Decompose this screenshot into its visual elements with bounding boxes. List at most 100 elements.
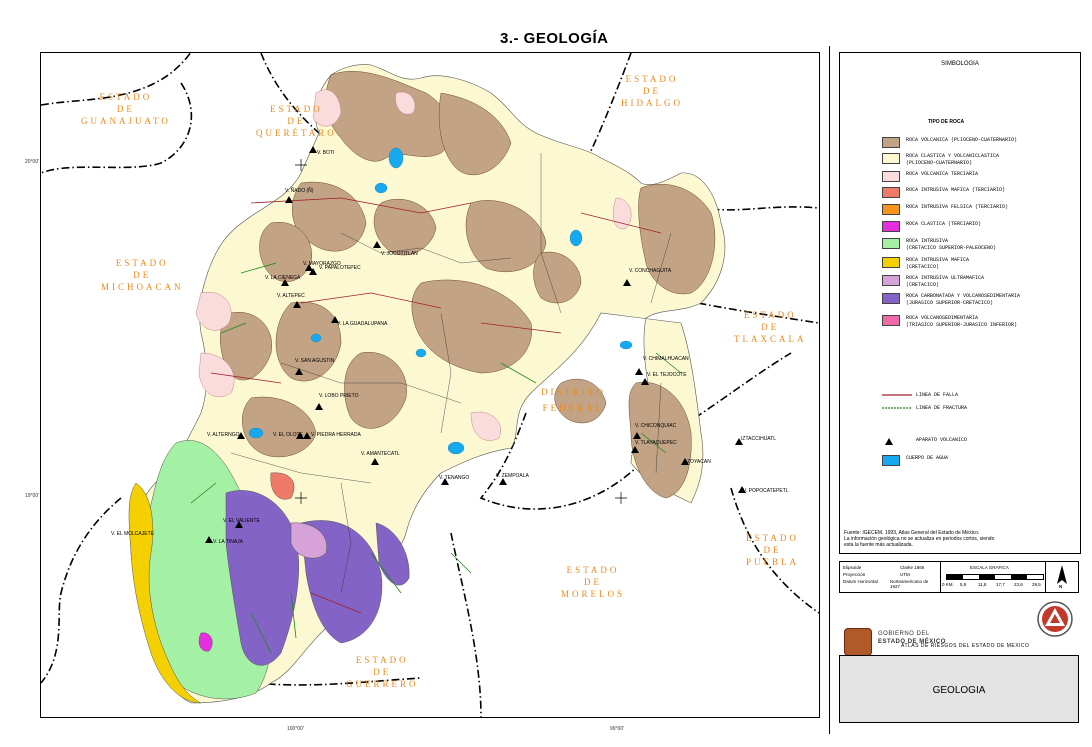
legend-rock-row: ROCA CLASTICA Y VOLCANICLASTICA (PLIOCEN…	[882, 153, 999, 167]
southern-intrusive-areas	[128, 440, 410, 704]
rock-swatch	[882, 137, 900, 148]
legend-label: ROCA INTRUSIVA (CRETACICO SUPERIOR-PALEO…	[906, 238, 997, 251]
volcano-label: V. POPOCATEPETL	[743, 488, 789, 494]
legend-rock-row: ROCA INTRUSIVA MAFICA (TERCIARIO)	[882, 187, 1005, 198]
volcano-label: V. ÑADO (Ñ)	[285, 188, 314, 194]
legend-label: ROCA INTRUSIVA MAFICA (TERCIARIO)	[906, 187, 1006, 193]
volcano-label: V. AMANTECATL	[361, 451, 400, 457]
state-label-puebla: ESTADO DE PUEBLA	[746, 533, 800, 567]
legend-label: ROCA VOLCANICA (PLIOCENO-CUATERNARIO)	[906, 137, 1018, 143]
volcano-triangle-icon	[885, 438, 893, 445]
volcano-markers	[205, 146, 746, 543]
volcano-label: V. ALTEPEC	[277, 293, 305, 299]
volcano-label: V. BOTI	[317, 150, 335, 156]
state-emblem-icon	[844, 628, 872, 656]
scale-tick-label: 11,8	[978, 582, 987, 587]
elipsoide-value: Clarke 1866	[900, 565, 925, 570]
coord-label: 100°00'	[287, 726, 304, 732]
datum-label: Datum Horizontal	[843, 579, 878, 584]
legend-rock-row: ROCA VOLCANICA TERCIARIA	[882, 171, 978, 182]
volcano-label: V. CHICONQUIAC	[635, 423, 677, 429]
state-label-distrito-federal: DISTRITO FEDERAL	[541, 387, 606, 413]
datum-value: Norteamericano de 1927	[890, 579, 929, 589]
legend-rock-row: ROCA INTRUSIVA FELSICA (TERCIARIO)	[882, 204, 1008, 215]
municipal-boundaries	[230, 153, 672, 594]
volcano-label: V. JOCOTITLAN	[381, 251, 418, 257]
rock-swatch	[882, 275, 900, 286]
scale-bar	[946, 574, 1044, 580]
legend-label: ROCA INTRUSIVA ULTRAMAFICA (CRETACICO)	[906, 275, 985, 288]
source-note: Fuente: IGECEM, 1993, Atlas General del …	[844, 530, 995, 548]
legend-label: LINEA DE FALLA	[916, 392, 959, 398]
water-bodies	[248, 147, 633, 455]
legend-water: CUERPO DE AGUA	[882, 455, 948, 466]
volcano-label: ZOYACAN	[687, 459, 711, 465]
volcano-label: V. LOBO PRIETO	[319, 393, 359, 399]
volcano-label: V. LA CIENEGA	[265, 275, 301, 281]
proyeccion-label: Proyección	[843, 572, 866, 577]
volcano-label: IZTACCIHUATL	[741, 436, 777, 442]
state-label-queretaro: ESTADO DE QUERÉTARO	[256, 104, 337, 138]
legend-subheading: TIPO DE ROCA	[928, 119, 965, 125]
atlas-caption: ATLAS DE RIESGOS DEL ESTADO DE MEXICO	[901, 643, 1030, 649]
legend-rock-row: ROCA INTRUSIVA ULTRAMAFICA (CRETACICO)	[882, 275, 984, 289]
rock-swatch	[882, 187, 900, 198]
legend-fracture-line: LINEA DE FRACTURA	[882, 405, 967, 412]
coord-label: 20°00'	[25, 159, 40, 165]
divider	[829, 46, 830, 734]
legend-rock-row: ROCA CARBONATADA Y VOLCANOSEDIMENTARIA (…	[882, 293, 1020, 307]
legend-label: ROCA CLASTICA (TERCIARIO)	[906, 221, 982, 227]
civil-protection-logo-icon	[1037, 601, 1073, 637]
volcano-label: V. SAN AGUSTIN	[295, 358, 335, 364]
rock-swatch	[882, 221, 900, 232]
volcano-label: V. PAPALOTEPEC	[319, 265, 361, 271]
scale-title: ESCALA GRAFICA	[970, 565, 1009, 570]
state-label-michoacan: ESTADO DE MICHOACAN	[101, 258, 184, 292]
map-title: 3.- GEOLOGÍA	[500, 30, 609, 47]
map-canvas	[41, 53, 819, 717]
tertiary-volcanic-areas	[195, 89, 632, 441]
proyeccion-value: UTM	[900, 572, 910, 577]
state-label-tlaxcala: ESTADO DE TLAXCALA	[734, 310, 807, 344]
state-label-guanajuato: ESTADO DE GUANAJUATO	[81, 92, 171, 126]
state-label-hidalgo: ESTADO DE HIDALGO	[621, 74, 683, 108]
legend-label: ROCA CARBONATADA Y VOLCANOSEDIMENTARIA (…	[906, 293, 1021, 306]
volcano-label: V. TENANGO	[439, 475, 470, 481]
legend-heading: SIMBOLOGIA	[941, 61, 979, 67]
scale-tick-label: 5,9	[960, 582, 967, 587]
volcano-label: V. CONCHAGUITA	[629, 268, 672, 274]
coord-label: 99°00'	[610, 726, 625, 732]
legend-panel: SIMBOLOGIA TIPO DE ROCA ROCA VOLCANICA (…	[839, 52, 1081, 554]
legend-label: LINEA DE FRACTURA	[916, 405, 968, 411]
legend-label: APARATO VOLCANICO	[916, 437, 968, 443]
legend-label: ROCA INTRUSIVA MAFICA (CRETACICO)	[906, 257, 970, 270]
state-label-guerrero: ESTADO DE GUERRERO	[346, 655, 419, 689]
legend-label: ROCA VOLCANICA TERCIARIA	[906, 171, 979, 177]
volcano-label: V. EL VALIENTE	[223, 518, 260, 524]
legend-volcano: APARATO VOLCANICO	[882, 437, 967, 446]
elipsoide-label: Elipsoide	[843, 565, 862, 570]
scale-tick-label: 0 KM.	[942, 582, 954, 587]
scale-tick-label: 29,5	[1032, 582, 1041, 587]
legend-rock-row: ROCA INTRUSIVA (CRETACICO SUPERIOR-PALEO…	[882, 238, 996, 252]
rock-swatch	[882, 204, 900, 215]
footer-title: GEOLOGIA	[932, 685, 986, 696]
legend-rock-row: ROCA INTRUSIVA MAFICA (CRETACICO)	[882, 257, 969, 271]
cartographic-box: Elipsoide Clarke 1866 Proyección UTM Dat…	[839, 561, 1079, 593]
volcano-label: V. MAYORAZGO	[303, 261, 341, 267]
volcano-label: V. PIEDRA HERRADA	[311, 432, 361, 438]
rock-swatch	[882, 293, 900, 304]
rock-swatch	[882, 153, 900, 164]
footer-title-box: GEOLOGIA	[839, 655, 1079, 723]
north-arrow-icon	[1057, 565, 1067, 584]
volcano-label: V. ALTERNGO	[207, 432, 240, 438]
water-swatch	[882, 455, 900, 466]
scale-tick-label: 23,6	[1014, 582, 1023, 587]
volcano-label: V. LA GUADALUPANA	[337, 321, 388, 327]
volcano-label: V. CHIMALHUACAN	[643, 356, 689, 362]
volcano-label: V. LA TINAJA	[213, 539, 244, 545]
legend-label: CUERPO DE AGUA	[906, 455, 949, 461]
fracture-lines	[190, 262, 682, 654]
legend-label: ROCA CLASTICA Y VOLCANICLASTICA (PLIOCEN…	[906, 153, 1000, 166]
volcano-label: V. TLAYAQUEPEC	[635, 440, 677, 446]
